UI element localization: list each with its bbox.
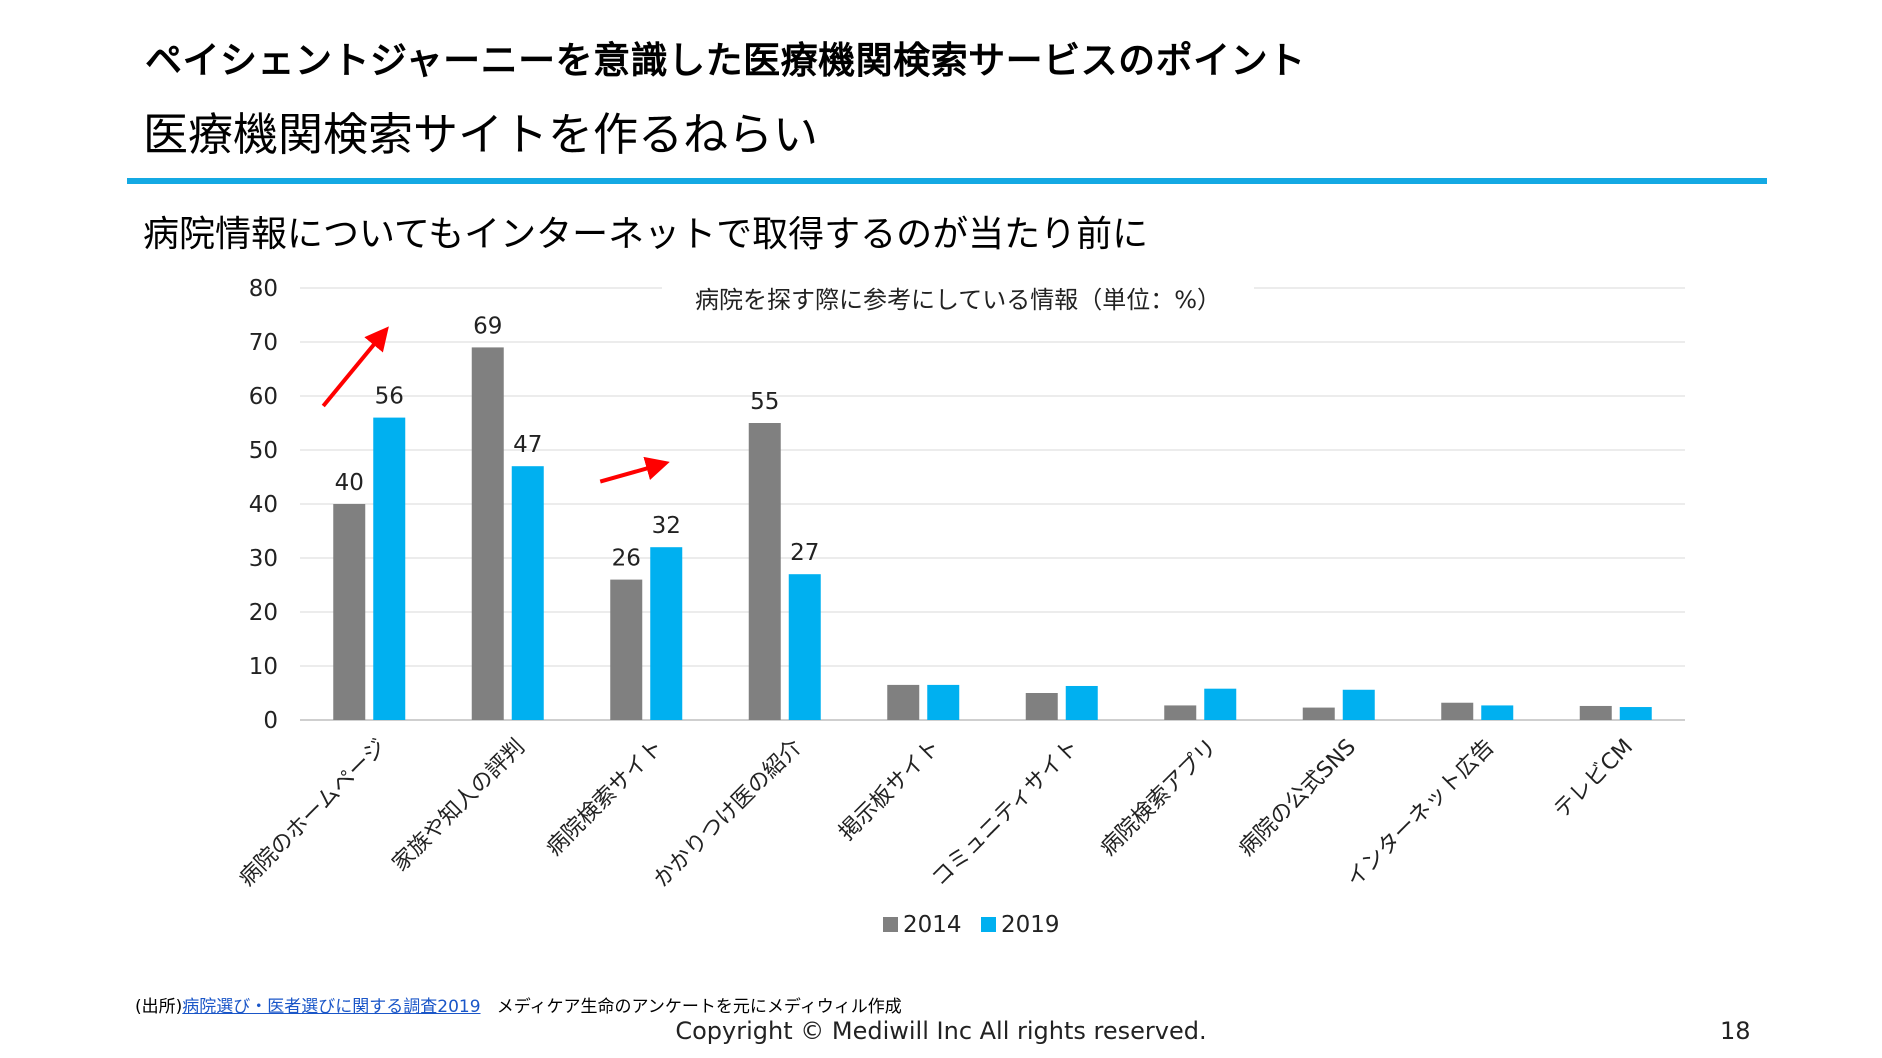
bar-2019 — [1619, 707, 1652, 720]
bar-2014 — [1579, 705, 1612, 720]
bar-2019 — [1065, 685, 1098, 720]
bar-2014 — [748, 423, 781, 720]
y-tick-label: 30 — [249, 546, 278, 572]
slide-subheading: 医療機関検索サイトを作るねらい — [143, 108, 819, 161]
x-tick-label: 家族や知人の評判 — [388, 735, 530, 877]
data-label: 32 — [652, 513, 681, 539]
page-number: 18 — [1720, 1017, 1751, 1045]
data-label: 55 — [750, 389, 779, 415]
bar-2019 — [650, 547, 683, 720]
bar-chart: 0 10 20 30 40 50 60 70 80 病院を探す際に参考にしている情報（単位：%） 4… — [235, 276, 1685, 938]
y-tick-label: 20 — [249, 600, 278, 626]
data-label: 40 — [335, 470, 364, 496]
data-label: 69 — [473, 313, 502, 339]
y-tick-label: 60 — [249, 384, 278, 410]
bar-2019 — [927, 684, 960, 720]
bar-2019 — [373, 417, 406, 720]
bar-2019 — [788, 574, 821, 720]
bar-2014 — [1164, 705, 1197, 720]
y-tick-label: 80 — [249, 276, 278, 302]
x-tick-label: かかりつけ医の紹介 — [649, 735, 807, 893]
source-link[interactable]: 病院選び・医者選びに関する調査2019 — [182, 997, 481, 1017]
bar-2014 — [471, 347, 504, 720]
y-tick-label: 0 — [263, 708, 278, 734]
y-tick-label: 70 — [249, 330, 278, 356]
x-tick-label: 病院のホームページ — [235, 735, 392, 892]
slide-heading: ペイシェントジャーニーを意識した医療機関検索サービスのポイント — [145, 39, 1306, 82]
x-tick-label: 病院検索サイト — [542, 735, 669, 862]
trend-arrow — [599, 456, 670, 484]
legend-swatch-2014 — [883, 917, 898, 932]
source-description: メディケア生命のアンケートを元にメディウィル作成 — [496, 997, 902, 1017]
x-tick-label: 病院の公式SNS — [1234, 735, 1361, 862]
y-tick-label: 40 — [249, 492, 278, 518]
x-tick-label: 病院検索アプリ — [1096, 735, 1223, 862]
divider-rule — [127, 178, 1767, 184]
lead-text: 病院情報についてもインターネットで取得するのが当たり前に — [143, 214, 1149, 255]
trend-arrow — [321, 326, 389, 408]
bar-2014 — [1441, 702, 1474, 720]
bar-2019 — [511, 466, 544, 720]
y-tick-label: 10 — [249, 654, 278, 680]
source-note: (出所)病院選び・医者選びに関する調査2019 メディケア生命のアンケートを元に… — [135, 992, 902, 1017]
x-tick-label: インターネット広告 — [1342, 735, 1500, 893]
x-tick-label: テレビCM — [1549, 735, 1638, 824]
chart-title: 病院を探す際に参考にしている情報（単位：%） — [695, 286, 1221, 314]
x-tick-label: コミュニティサイト — [927, 735, 1084, 892]
legend-label-2019: 2019 — [1001, 912, 1060, 938]
data-label: 47 — [513, 432, 542, 458]
data-label: 27 — [790, 540, 819, 566]
data-label: 56 — [375, 384, 404, 410]
x-tick-label: 掲示板サイト — [834, 735, 945, 846]
data-label: 26 — [612, 546, 641, 572]
bar-2019 — [1481, 705, 1514, 720]
bar-2014 — [1302, 707, 1335, 720]
y-tick-label: 50 — [249, 438, 278, 464]
legend-label-2014: 2014 — [903, 912, 962, 938]
source-prefix: (出所) — [135, 997, 183, 1017]
bar-2014 — [1025, 693, 1058, 720]
chart-title-background — [662, 280, 1254, 320]
bar-2019 — [1204, 688, 1237, 720]
legend-swatch-2019 — [981, 917, 996, 932]
bar-2019 — [1342, 689, 1375, 720]
copyright: Copyright © Mediwill Inc All rights rese… — [675, 1017, 1207, 1045]
bar-2014 — [333, 504, 366, 720]
bar-2014 — [887, 684, 920, 720]
bar-2014 — [610, 579, 643, 720]
